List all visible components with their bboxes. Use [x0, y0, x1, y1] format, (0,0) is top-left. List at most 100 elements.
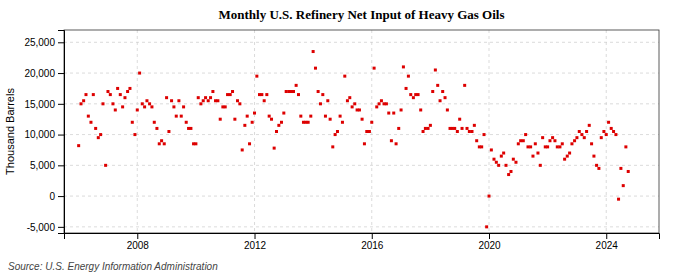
point	[177, 99, 180, 102]
point	[395, 142, 398, 145]
point	[158, 142, 161, 145]
point	[566, 155, 569, 158]
point	[285, 90, 288, 93]
point	[80, 102, 83, 105]
point	[251, 121, 254, 124]
grid-line-x	[489, 30, 490, 233]
point	[531, 155, 534, 158]
point	[378, 102, 381, 105]
point	[446, 108, 449, 111]
point	[277, 124, 280, 127]
point	[116, 87, 119, 90]
tick-mark	[489, 233, 490, 239]
point	[578, 130, 581, 133]
point	[321, 93, 324, 96]
point	[402, 65, 405, 68]
point	[317, 90, 320, 93]
point	[600, 136, 603, 139]
point	[509, 170, 512, 173]
point	[346, 99, 349, 102]
point	[263, 99, 266, 102]
point	[180, 115, 183, 118]
point	[405, 87, 408, 90]
tick-label: 2012	[244, 240, 267, 251]
point	[334, 133, 337, 136]
grid-line-y	[64, 134, 659, 135]
tick: 15,000	[24, 99, 64, 110]
tick-mark	[58, 135, 64, 136]
point	[588, 124, 591, 127]
tick-mark	[58, 196, 64, 197]
point	[126, 90, 129, 93]
point	[610, 127, 613, 130]
point	[548, 139, 551, 142]
chart-container: 20082012201620202024-5,00005,00010,00015…	[0, 0, 675, 275]
point	[483, 133, 486, 136]
grid-line-x	[371, 30, 372, 233]
point	[485, 225, 488, 228]
point	[268, 115, 271, 118]
point	[336, 130, 339, 133]
point	[121, 105, 124, 108]
point	[495, 161, 498, 164]
grid-line-x	[606, 30, 607, 233]
tick-label: 0	[49, 191, 55, 202]
point	[255, 75, 258, 78]
point	[343, 75, 346, 78]
point	[429, 124, 432, 127]
point	[602, 130, 605, 133]
point	[236, 99, 239, 102]
grid-line-y	[64, 196, 659, 197]
point	[101, 102, 104, 105]
point	[299, 115, 302, 118]
point	[348, 96, 351, 99]
tick-label: -5,000	[27, 222, 56, 233]
point	[111, 102, 114, 105]
point	[295, 84, 298, 87]
point	[375, 105, 378, 108]
plot-frame	[64, 30, 659, 233]
point	[106, 90, 109, 93]
point	[456, 130, 459, 133]
point	[87, 115, 90, 118]
y-axis-title: Thousand Barrels	[4, 88, 16, 175]
point	[466, 127, 469, 130]
point	[573, 139, 576, 142]
tick-mark	[58, 227, 64, 228]
point	[231, 90, 234, 93]
point	[219, 118, 222, 121]
point	[114, 108, 117, 111]
point	[434, 68, 437, 71]
point	[512, 158, 515, 161]
point	[490, 148, 493, 151]
point	[326, 99, 329, 102]
point	[99, 133, 102, 136]
point	[622, 184, 625, 187]
point	[558, 145, 561, 148]
point	[199, 102, 202, 105]
point	[224, 105, 227, 108]
point	[238, 102, 241, 105]
point	[331, 145, 334, 148]
point	[590, 142, 593, 145]
point	[522, 139, 525, 142]
point	[400, 108, 403, 111]
point	[307, 121, 310, 124]
point	[241, 148, 244, 151]
point	[131, 121, 134, 124]
point	[209, 96, 212, 99]
point	[341, 121, 344, 124]
point	[390, 139, 393, 142]
point	[624, 145, 627, 148]
point	[539, 164, 542, 167]
axis-line	[65, 234, 660, 240]
point	[145, 99, 148, 102]
point	[265, 93, 268, 96]
point	[182, 105, 185, 108]
point	[556, 145, 559, 148]
tick-label: 5,000	[30, 160, 55, 171]
point	[246, 115, 249, 118]
tick: 2020	[478, 233, 501, 251]
point	[492, 158, 495, 161]
tick-mark	[372, 233, 373, 239]
